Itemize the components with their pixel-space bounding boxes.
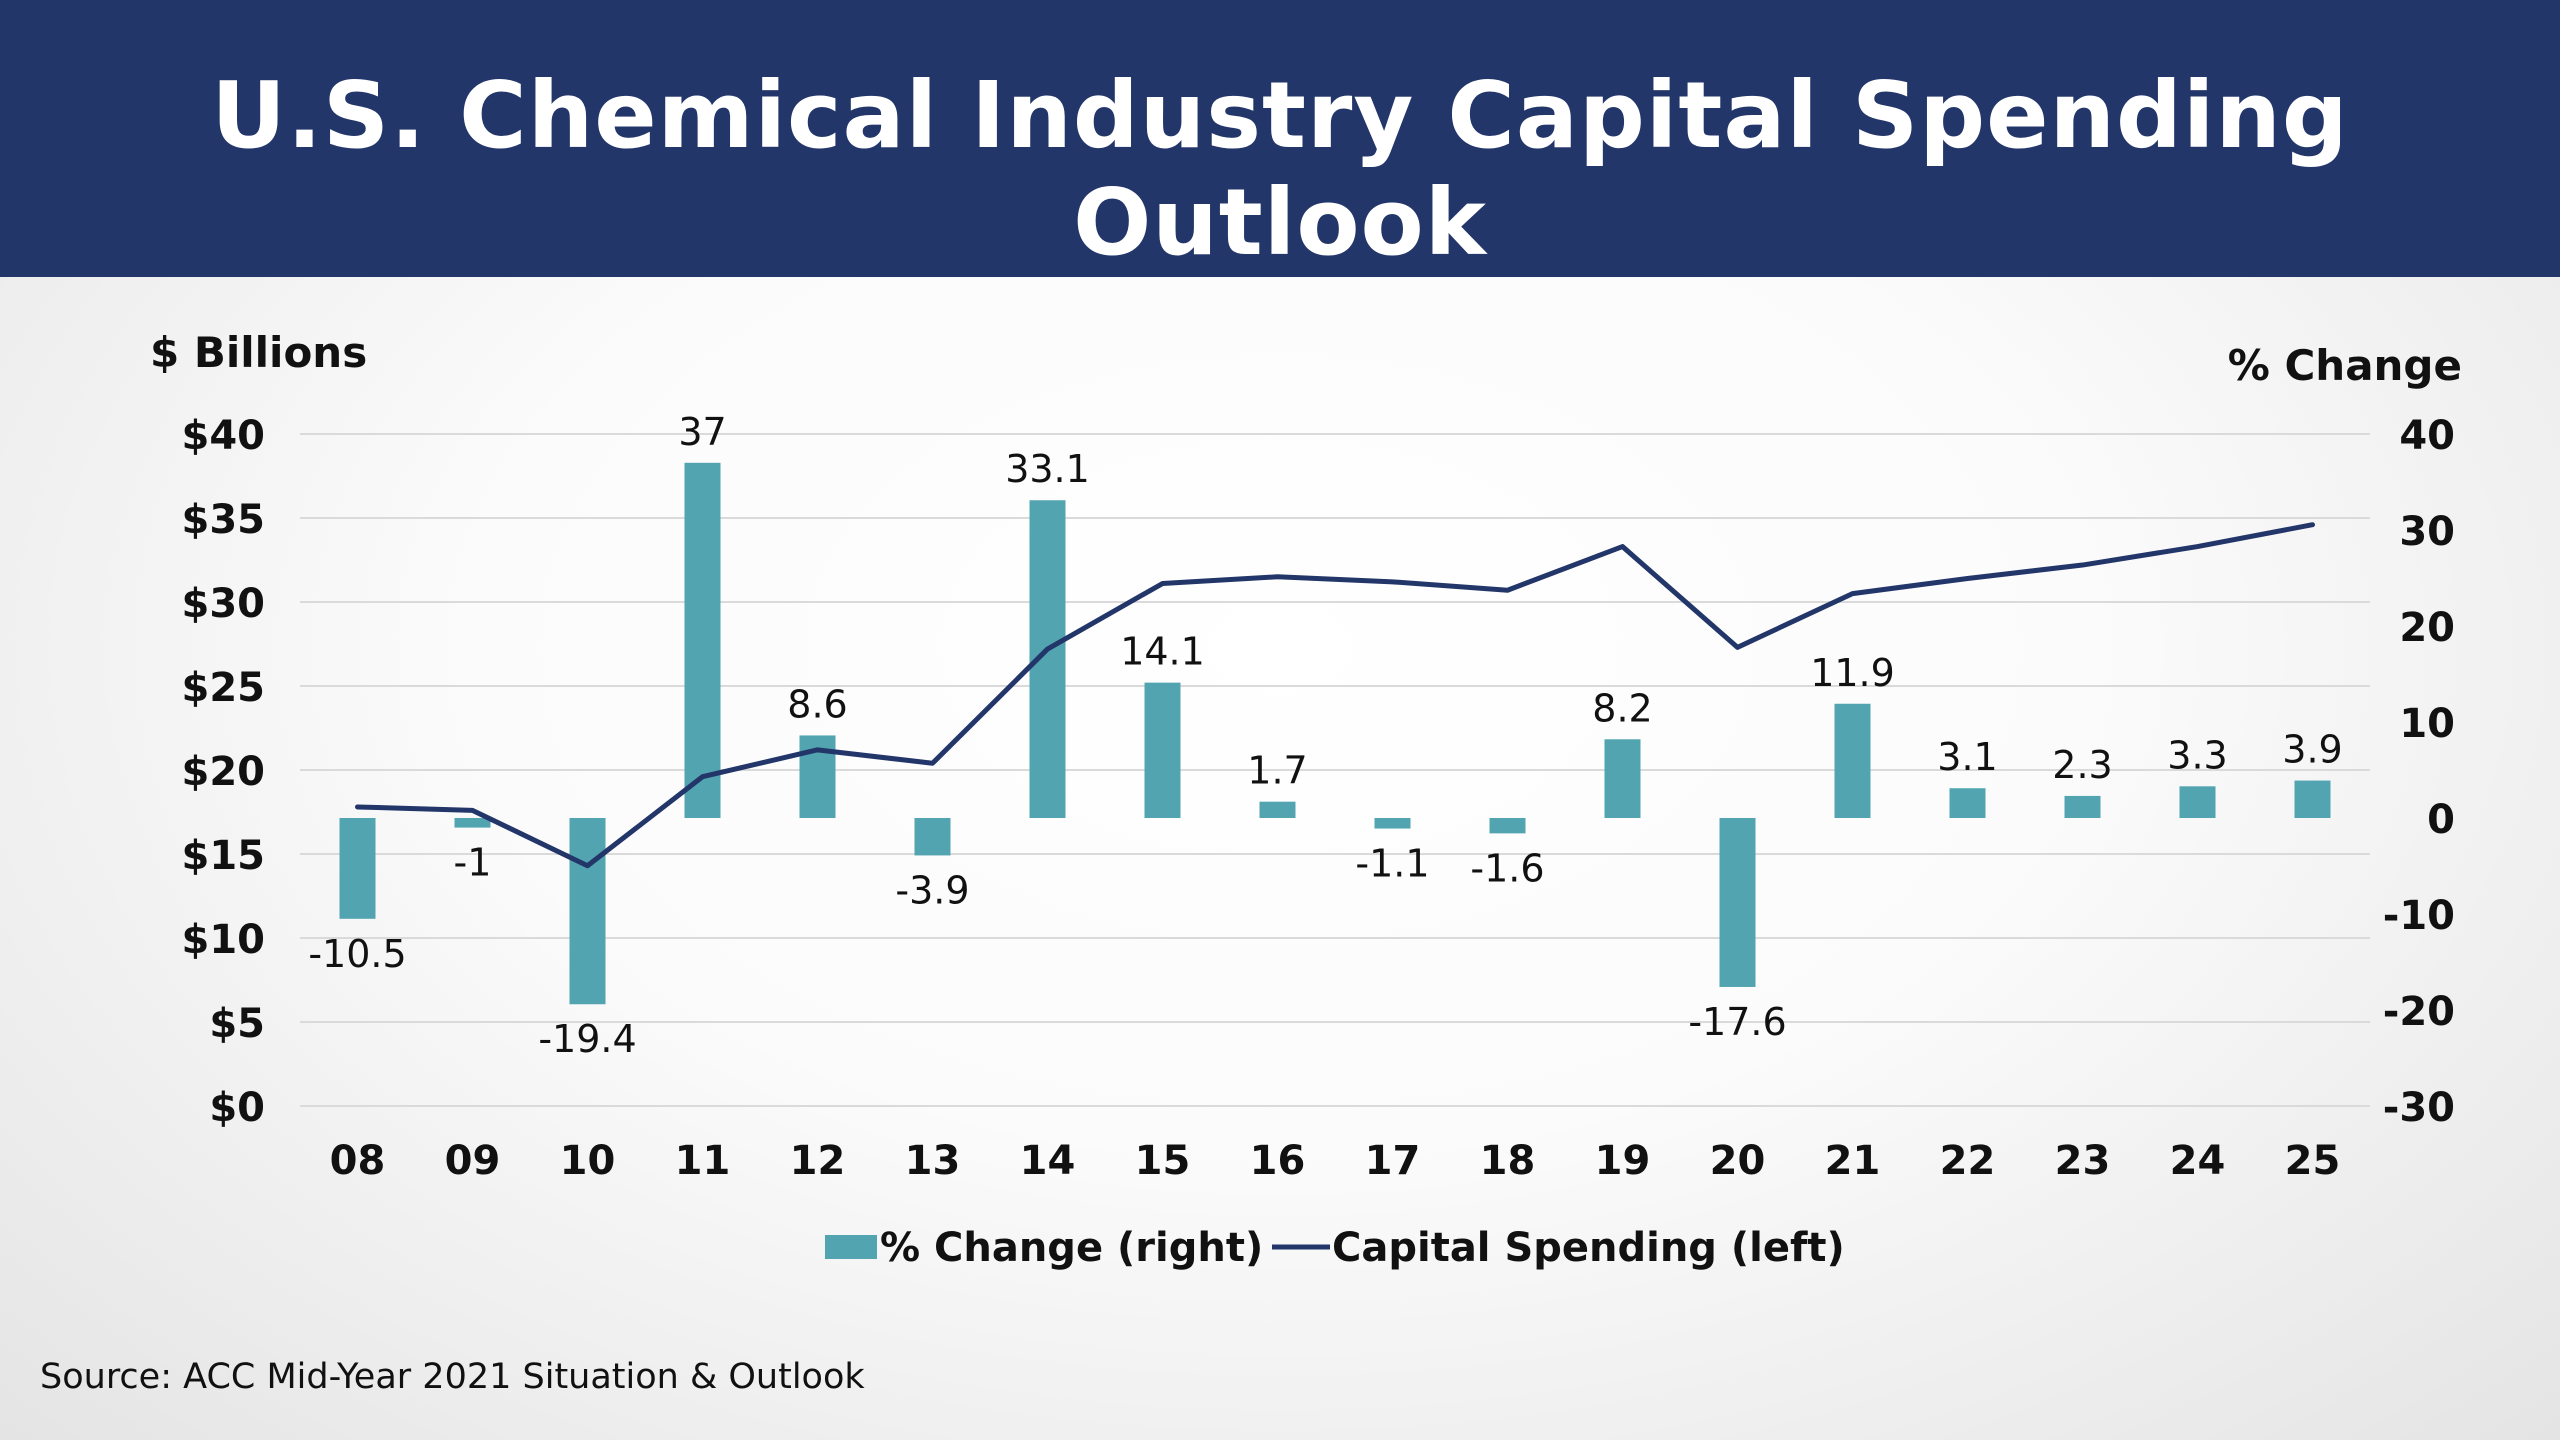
right-tick-label: 40 xyxy=(2399,413,2455,459)
x-tick-label: 20 xyxy=(1710,1138,1766,1184)
bar-22 xyxy=(1949,788,1986,818)
left-axis-title: $ Billions xyxy=(150,328,367,377)
bar-08 xyxy=(339,818,376,919)
right-axis-title: % Change xyxy=(2228,341,2462,390)
bar-15 xyxy=(1144,682,1181,818)
x-tick-label: 14 xyxy=(1020,1138,1076,1184)
x-tick-label: 12 xyxy=(790,1138,846,1184)
x-tick-label: 09 xyxy=(445,1138,501,1184)
bar-data-label: -1.6 xyxy=(1470,846,1544,890)
left-tick-label: $5 xyxy=(209,1001,265,1047)
capital-spending-chart: -10.5 -1 -19.4 37 8.6 -3.9 33.1 14.1 1.7 -1.1 -1.6… xyxy=(150,328,2462,1271)
bar-16 xyxy=(1259,801,1296,818)
left-tick-label: $40 xyxy=(182,413,266,459)
legend-bar-swatch xyxy=(825,1235,877,1259)
bar-data-label: 1.7 xyxy=(1247,749,1307,793)
bar-10 xyxy=(569,818,606,1005)
right-tick-label: 30 xyxy=(2399,509,2455,555)
left-tick-label: $30 xyxy=(182,581,266,627)
x-tick-label: 25 xyxy=(2285,1138,2341,1184)
left-tick-label: $35 xyxy=(182,497,266,543)
bar-data-label: 37 xyxy=(678,410,726,454)
bar-data-label: -1 xyxy=(454,841,492,885)
right-tick-label: 0 xyxy=(2427,797,2455,843)
x-tick-label: 10 xyxy=(560,1138,616,1184)
right-tick-label: -20 xyxy=(2383,989,2455,1035)
bar-17 xyxy=(1374,818,1411,829)
x-tick-label: 16 xyxy=(1250,1138,1306,1184)
bar-19 xyxy=(1604,739,1641,818)
bar-data-label: -19.4 xyxy=(538,1017,636,1061)
bar-data-label: -10.5 xyxy=(308,932,406,976)
x-tick-label: 24 xyxy=(2170,1138,2226,1184)
x-tick-label: 19 xyxy=(1595,1138,1651,1184)
bar-data-label: 8.2 xyxy=(1592,686,1652,730)
bar-18 xyxy=(1489,818,1526,834)
bar-25 xyxy=(2294,780,2331,818)
right-tick-label: 10 xyxy=(2399,701,2455,747)
right-tick-label: -30 xyxy=(2383,1085,2455,1131)
bar-data-label: -3.9 xyxy=(895,868,969,912)
bar-data-label: 2.3 xyxy=(2052,743,2112,787)
chart-title: U.S. Chemical Industry Capital Spending … xyxy=(211,62,2349,276)
bar-data-label: 33.1 xyxy=(1005,447,1090,491)
bar-data-label: 3.3 xyxy=(2167,733,2227,777)
bar-data-label: 3.9 xyxy=(2282,728,2342,772)
capital-spending-line xyxy=(355,522,2315,869)
left-tick-label: $25 xyxy=(182,665,266,711)
bar-20 xyxy=(1719,818,1756,987)
bar-23 xyxy=(2064,795,2101,818)
bar-data-label: -17.6 xyxy=(1688,1000,1786,1044)
left-tick-label: $10 xyxy=(182,917,266,963)
bar-data-label: 11.9 xyxy=(1810,651,1895,695)
bar-09 xyxy=(454,818,491,828)
x-tick-label: 21 xyxy=(1825,1138,1881,1184)
bar-data-label: 14.1 xyxy=(1120,630,1205,674)
title-banner: U.S. Chemical Industry Capital Spending … xyxy=(0,0,2560,277)
x-tick-label: 22 xyxy=(1940,1138,1996,1184)
x-tick-label: 23 xyxy=(2055,1138,2111,1184)
left-tick-label: $15 xyxy=(182,833,266,879)
x-tick-label: 15 xyxy=(1135,1138,1191,1184)
bar-data-label: -1.1 xyxy=(1355,842,1429,886)
legend-line-label: Capital Spending (left) xyxy=(1332,1225,1845,1271)
bar-data-label: 3.1 xyxy=(1937,735,1997,779)
bar-11 xyxy=(684,462,721,818)
bar-24 xyxy=(2179,786,2216,818)
left-tick-label: $0 xyxy=(209,1085,265,1131)
x-tick-label: 11 xyxy=(675,1138,731,1184)
bar-21 xyxy=(1834,703,1871,818)
legend-bar-label: % Change (right) xyxy=(880,1225,1263,1271)
left-tick-label: $20 xyxy=(182,749,266,795)
x-tick-label: 13 xyxy=(905,1138,961,1184)
bar-data-label: 8.6 xyxy=(787,682,847,726)
x-tick-label: 18 xyxy=(1480,1138,1536,1184)
right-tick-label: 20 xyxy=(2399,605,2455,651)
x-tick-label: 08 xyxy=(330,1138,386,1184)
bar-13 xyxy=(914,818,951,856)
source-note: Source: ACC Mid-Year 2021 Situation & Ou… xyxy=(40,1357,865,1397)
right-tick-label: -10 xyxy=(2383,893,2455,939)
x-tick-label: 17 xyxy=(1365,1138,1421,1184)
